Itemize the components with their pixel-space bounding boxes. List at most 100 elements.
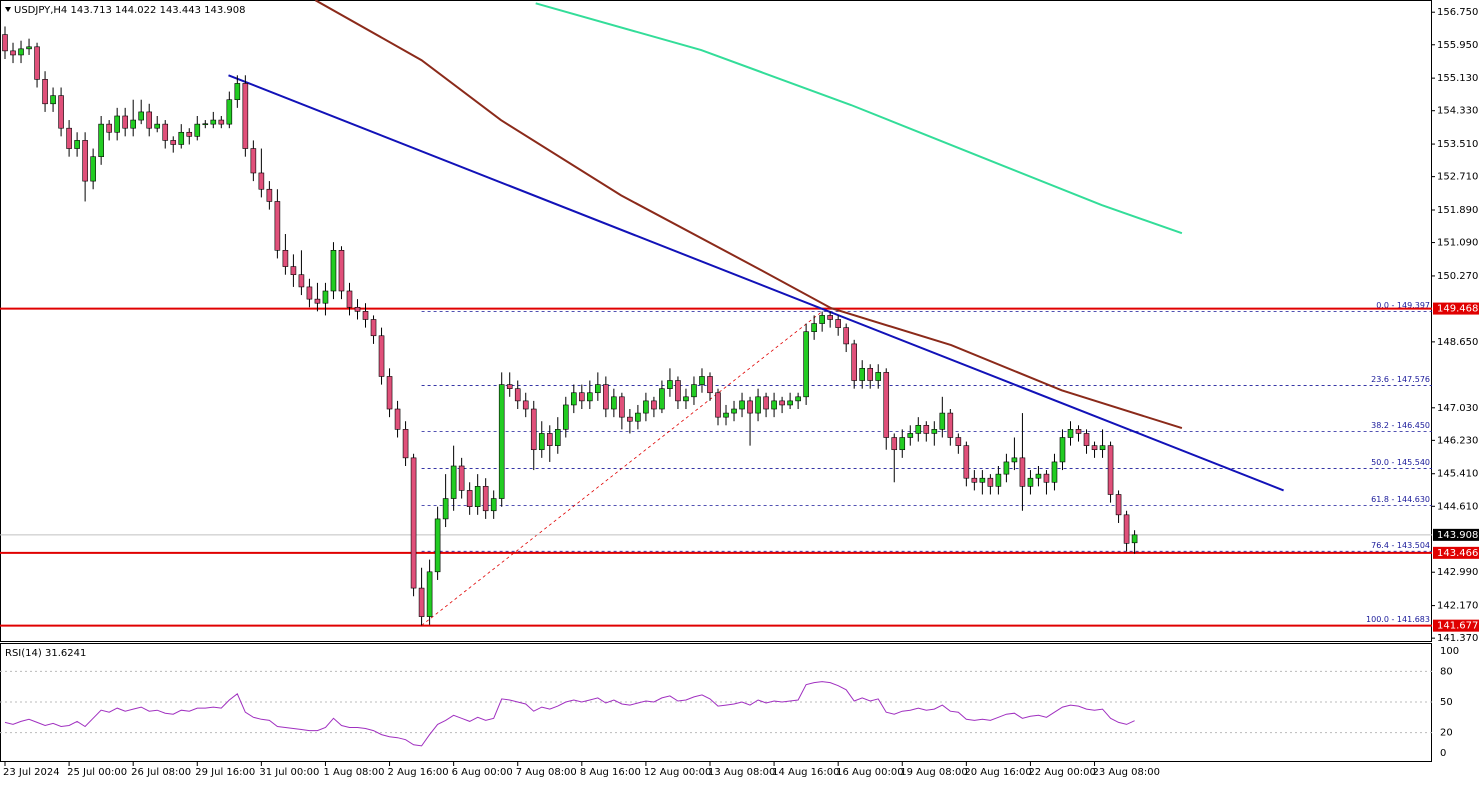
candle-body <box>907 433 914 438</box>
candle-body <box>170 140 177 145</box>
candle-body <box>106 123 112 133</box>
fib-label: 0.0 - 149.397 <box>1376 301 1430 310</box>
candle-body <box>1059 437 1066 463</box>
candle-body <box>835 319 841 328</box>
indicator-tick-label: 20 <box>1440 728 1453 739</box>
x-tick-label: 7 Aug 08:00 <box>516 767 577 778</box>
candle-body <box>787 400 793 406</box>
candle-body <box>971 477 978 483</box>
candle-body <box>1035 473 1042 479</box>
candle-body <box>418 587 425 617</box>
candle-body <box>1003 461 1010 475</box>
close: 143.908 <box>204 5 245 16</box>
candle-body <box>931 429 938 434</box>
candle-body <box>242 83 249 149</box>
indicator-header: RSI(14) 31.6241 <box>5 648 86 659</box>
candle-body <box>659 388 665 410</box>
candle-body <box>98 123 104 157</box>
candle-body <box>386 376 393 410</box>
candle-body <box>667 380 673 389</box>
candle-body <box>146 111 153 129</box>
candle-body <box>1019 457 1026 487</box>
candle-body <box>811 323 817 332</box>
candle-body <box>210 119 217 125</box>
candle-body <box>939 412 946 430</box>
indicator-title: RSI(14) <box>5 648 42 659</box>
candle-body <box>202 123 209 126</box>
candle-body <box>226 99 233 125</box>
candle-body <box>627 416 633 422</box>
candle-body <box>795 396 801 402</box>
candle-body <box>891 437 898 451</box>
indicator-tick-label: 80 <box>1440 666 1453 677</box>
candle-body <box>82 140 88 182</box>
candle-body <box>154 123 161 129</box>
candle-body <box>482 486 489 512</box>
candle-body <box>731 408 737 414</box>
x-tick-label: 6 Aug 00:00 <box>452 767 513 778</box>
y-tick-label: 155.130 <box>1437 73 1478 84</box>
candle-body <box>138 111 144 121</box>
candle-body <box>186 131 193 137</box>
candle-body <box>1011 457 1018 463</box>
candle-body <box>883 372 890 438</box>
x-tick-label: 8 Aug 16:00 <box>580 767 641 778</box>
price-tag-label: 141.677 <box>1437 621 1478 632</box>
header: USDJPY,H4 143.713 144.022 143.443 143.90… <box>14 5 245 16</box>
candle-body <box>747 400 753 414</box>
indicator-line <box>4 681 1135 747</box>
candle-body <box>707 376 713 394</box>
candle-body <box>1091 445 1098 451</box>
candle-body <box>843 327 849 345</box>
candle-body <box>963 445 970 479</box>
candle-body <box>538 433 545 451</box>
candle-body <box>643 400 649 414</box>
candle-body <box>434 518 441 573</box>
candle-body <box>58 95 64 129</box>
candle-body <box>771 400 777 410</box>
candle-body <box>314 298 321 304</box>
candle-body <box>803 331 809 398</box>
x-tick-label: 22 Aug 00:00 <box>1028 767 1095 778</box>
candle-body <box>250 148 257 174</box>
candle-body <box>122 115 128 129</box>
candle-body <box>34 46 40 80</box>
candle-body <box>194 123 201 137</box>
candle-body <box>394 408 401 430</box>
main-panel <box>0 0 1432 642</box>
moving-average <box>314 0 1183 430</box>
fib-label: 50.0 - 145.540 <box>1371 458 1430 467</box>
indicator-tick-label: 50 <box>1440 697 1453 708</box>
price-tag-label: 143.466 <box>1437 548 1478 559</box>
candle-body <box>290 266 297 276</box>
low: 143.443 <box>160 5 201 16</box>
candle-body <box>10 50 16 56</box>
candle-body <box>130 119 136 129</box>
candle-body <box>1123 514 1130 544</box>
candle-body <box>42 79 48 105</box>
candle-body <box>1067 429 1074 438</box>
moving-average <box>535 2 1183 235</box>
candle-body <box>651 400 657 410</box>
y-tick-label: 144.610 <box>1437 501 1478 512</box>
candle-body <box>611 396 617 410</box>
candle-body <box>274 201 281 251</box>
indicator-tick-label: 100 <box>1440 646 1459 657</box>
fib-label: 38.2 - 146.450 <box>1371 421 1430 430</box>
y-tick-label: 153.510 <box>1437 139 1478 150</box>
candle-body <box>466 490 473 507</box>
candle-body <box>90 156 96 182</box>
x-tick-label: 14 Aug 16:00 <box>772 767 839 778</box>
x-tick-label: 29 Jul 16:00 <box>195 767 255 778</box>
y-tick-label: 142.170 <box>1437 601 1478 612</box>
candle-body <box>450 465 457 499</box>
trendline <box>228 74 1284 492</box>
candle-body <box>979 477 986 483</box>
y-tick-label: 151.090 <box>1437 238 1478 249</box>
x-tick-label: 26 Jul 08:00 <box>131 767 191 778</box>
high: 144.022 <box>115 5 156 16</box>
candle-body <box>410 457 417 589</box>
candle-body <box>691 384 697 398</box>
candle-body <box>603 384 609 410</box>
candle-body <box>587 392 593 402</box>
